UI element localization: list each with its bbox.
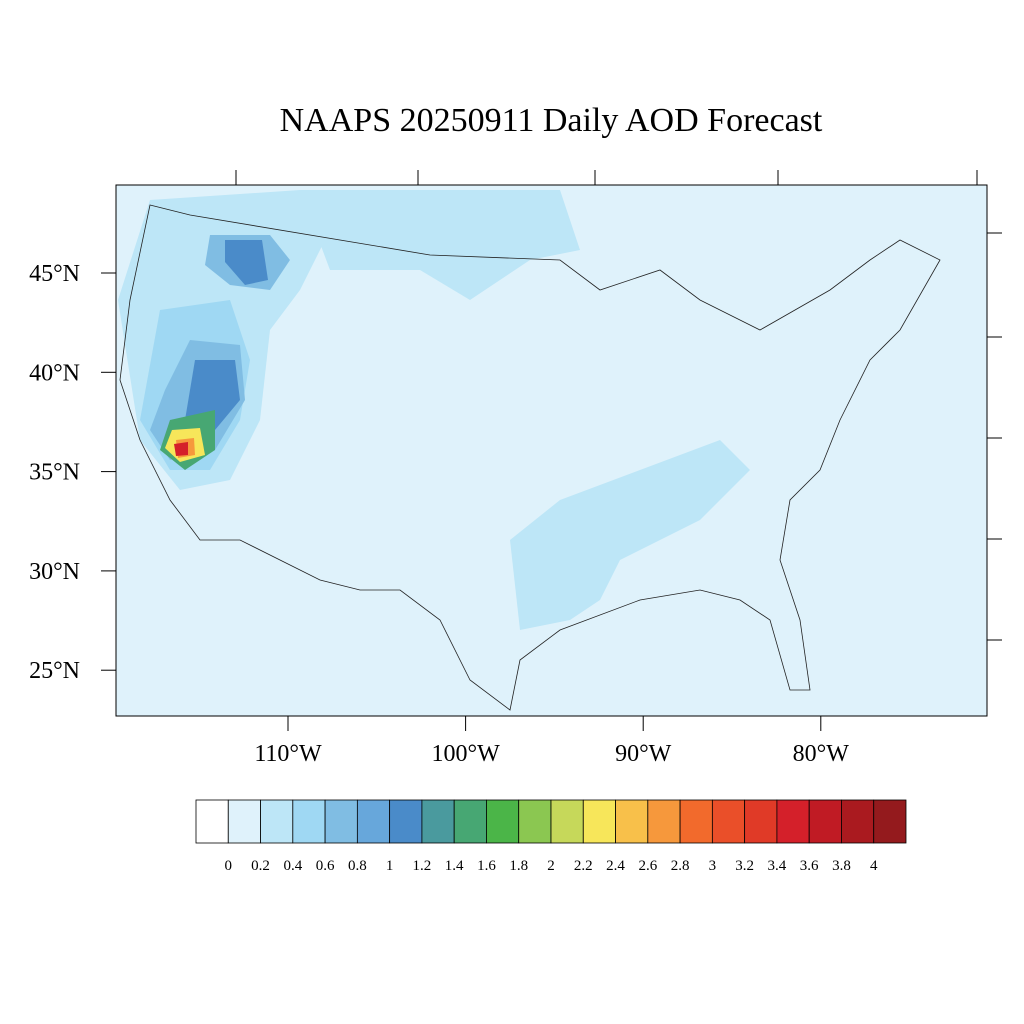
colorbar-label: 0.8 bbox=[348, 858, 367, 874]
colorbar-box bbox=[647, 799, 681, 844]
colorbar-box bbox=[776, 799, 810, 844]
colorbar-label: 2.2 bbox=[574, 858, 593, 874]
colorbar-box bbox=[260, 799, 294, 844]
map bbox=[115, 170, 1002, 717]
lat-tick-label: 30°N bbox=[29, 559, 80, 585]
colorbar-label: 2.8 bbox=[671, 858, 690, 874]
plume bbox=[225, 240, 268, 285]
colorbar-box bbox=[615, 799, 649, 844]
colorbar-box bbox=[324, 799, 358, 844]
plume bbox=[510, 440, 750, 630]
colorbar-box bbox=[453, 799, 487, 844]
colorbar-label: 3.2 bbox=[735, 858, 754, 874]
plume bbox=[174, 442, 188, 456]
colorbar-box bbox=[389, 799, 423, 844]
lon-tick-label: 90°W bbox=[615, 741, 672, 767]
colorbar-label: 3.4 bbox=[768, 858, 787, 874]
colorbar-box bbox=[195, 799, 229, 844]
colorbar-label: 0.2 bbox=[251, 858, 270, 874]
colorbar-box bbox=[808, 799, 842, 844]
colorbar-label: 1.4 bbox=[445, 858, 464, 874]
colorbar-label: 1.6 bbox=[477, 858, 496, 874]
lon-tick-label: 80°W bbox=[793, 741, 850, 767]
lat-tick-label: 40°N bbox=[29, 360, 80, 386]
colorbar-label: 1.8 bbox=[509, 858, 528, 874]
map-title: NAAPS 20250911 Daily AOD Forecast bbox=[280, 102, 823, 139]
colorbar-label: 2.4 bbox=[606, 858, 625, 874]
colorbar-box bbox=[711, 799, 746, 844]
colorbar-label: 2.6 bbox=[638, 858, 657, 874]
colorbar-label: 3.6 bbox=[800, 858, 819, 874]
colorbar-box bbox=[582, 799, 616, 844]
colorbar-box bbox=[421, 799, 455, 844]
colorbar-box bbox=[550, 799, 584, 844]
colorbar-box bbox=[518, 799, 552, 844]
colorbar-box bbox=[841, 799, 875, 844]
plume bbox=[300, 190, 580, 300]
country-outline bbox=[119, 204, 941, 711]
colorbar-box bbox=[292, 799, 326, 844]
colorbar-label: 0 bbox=[225, 858, 233, 874]
colorbar-box bbox=[227, 799, 261, 844]
lat-tick-label: 45°N bbox=[29, 261, 80, 287]
map-frame bbox=[115, 184, 988, 717]
colorbar-label: 0.6 bbox=[316, 858, 335, 874]
colorbar-label: 1 bbox=[386, 858, 394, 874]
frame-ticks bbox=[235, 170, 1002, 641]
colorbar-box bbox=[679, 799, 713, 844]
colorbar-label: 0.4 bbox=[283, 858, 302, 874]
lon-tick-label: 100°W bbox=[431, 741, 500, 767]
colorbar-box bbox=[744, 799, 778, 844]
colorbar-label: 1.2 bbox=[413, 858, 432, 874]
lat-tick-label: 35°N bbox=[29, 460, 80, 486]
lon-tick-label: 110°W bbox=[254, 741, 322, 767]
colorbar-label: 3.8 bbox=[832, 858, 851, 874]
colorbar-box bbox=[873, 799, 907, 844]
colorbar-box bbox=[486, 799, 520, 844]
plume bbox=[185, 360, 240, 430]
lat-tick-label: 25°N bbox=[29, 658, 80, 684]
colorbar-box bbox=[356, 799, 391, 844]
colorbar-label: 4 bbox=[870, 858, 878, 874]
colorbar-label: 3 bbox=[709, 858, 717, 874]
colorbar-label: 2 bbox=[547, 858, 555, 874]
